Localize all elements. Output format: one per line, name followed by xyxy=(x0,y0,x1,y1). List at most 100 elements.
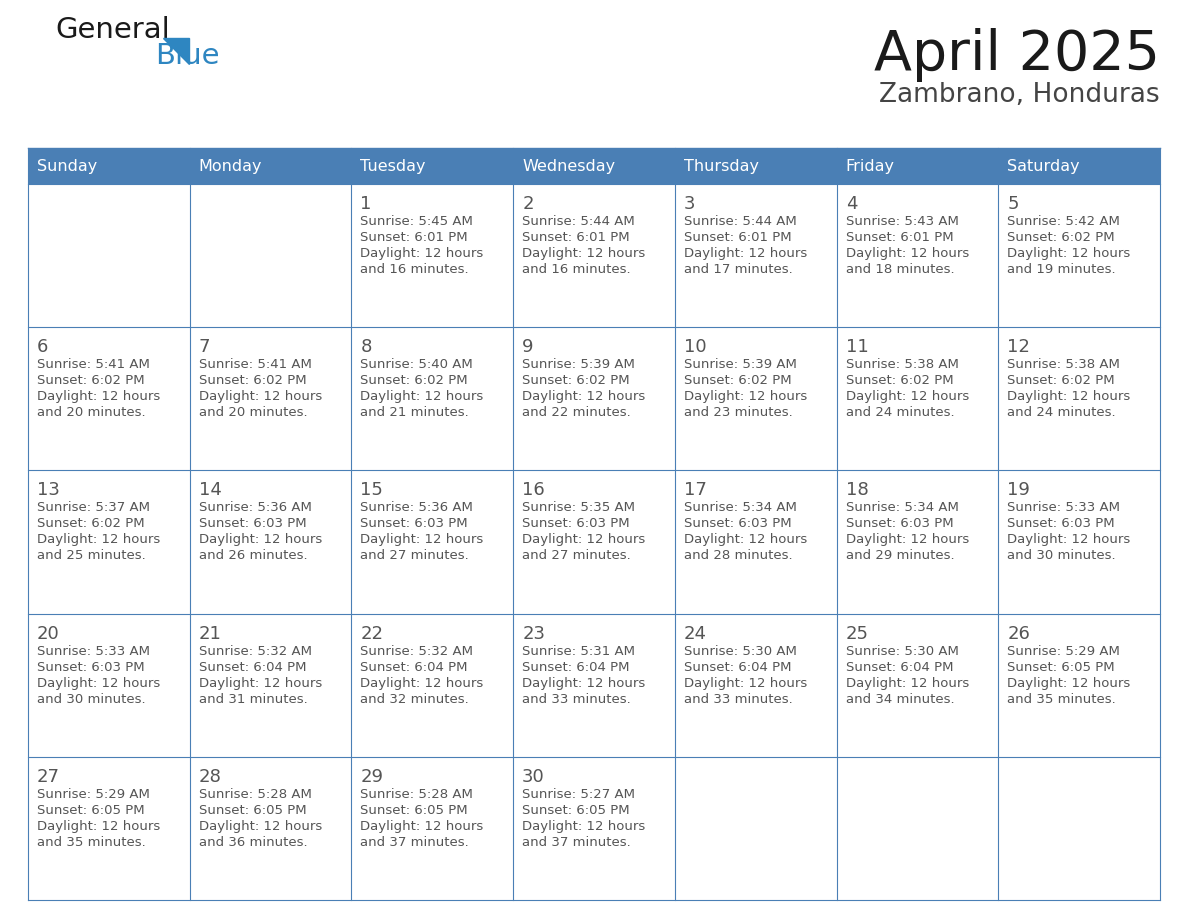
Text: and 20 minutes.: and 20 minutes. xyxy=(37,406,146,420)
Text: Daylight: 12 hours: Daylight: 12 hours xyxy=(37,677,160,689)
Text: Sunset: 6:02 PM: Sunset: 6:02 PM xyxy=(1007,375,1114,387)
Text: 9: 9 xyxy=(523,338,533,356)
Text: 2: 2 xyxy=(523,195,533,213)
Text: Sunset: 6:02 PM: Sunset: 6:02 PM xyxy=(1007,231,1114,244)
Text: Sunset: 6:05 PM: Sunset: 6:05 PM xyxy=(37,804,145,817)
Text: and 16 minutes.: and 16 minutes. xyxy=(523,263,631,276)
Text: Sunset: 6:02 PM: Sunset: 6:02 PM xyxy=(37,375,145,387)
Text: Sunrise: 5:38 AM: Sunrise: 5:38 AM xyxy=(1007,358,1120,371)
Text: 13: 13 xyxy=(37,481,59,499)
Text: 10: 10 xyxy=(684,338,707,356)
Text: and 33 minutes.: and 33 minutes. xyxy=(523,692,631,706)
Text: Sunrise: 5:36 AM: Sunrise: 5:36 AM xyxy=(198,501,311,514)
Text: Sunset: 6:02 PM: Sunset: 6:02 PM xyxy=(37,518,145,531)
Text: and 31 minutes.: and 31 minutes. xyxy=(198,692,308,706)
Text: Sunrise: 5:36 AM: Sunrise: 5:36 AM xyxy=(360,501,473,514)
Text: 19: 19 xyxy=(1007,481,1030,499)
Text: Sunset: 6:03 PM: Sunset: 6:03 PM xyxy=(684,518,791,531)
Text: Daylight: 12 hours: Daylight: 12 hours xyxy=(684,390,807,403)
Text: 17: 17 xyxy=(684,481,707,499)
Text: Wednesday: Wednesday xyxy=(523,159,615,174)
Text: Sunset: 6:05 PM: Sunset: 6:05 PM xyxy=(1007,661,1114,674)
Text: Daylight: 12 hours: Daylight: 12 hours xyxy=(523,820,645,833)
Text: 5: 5 xyxy=(1007,195,1019,213)
Text: 1: 1 xyxy=(360,195,372,213)
Text: 27: 27 xyxy=(37,767,61,786)
Text: Daylight: 12 hours: Daylight: 12 hours xyxy=(37,533,160,546)
Text: Sunset: 6:02 PM: Sunset: 6:02 PM xyxy=(360,375,468,387)
Text: Zambrano, Honduras: Zambrano, Honduras xyxy=(879,82,1159,108)
Text: Sunset: 6:01 PM: Sunset: 6:01 PM xyxy=(523,231,630,244)
Text: Sunrise: 5:31 AM: Sunrise: 5:31 AM xyxy=(523,644,636,657)
Text: Tuesday: Tuesday xyxy=(360,159,426,174)
Text: and 24 minutes.: and 24 minutes. xyxy=(846,406,954,420)
Text: Thursday: Thursday xyxy=(684,159,759,174)
Text: Sunset: 6:05 PM: Sunset: 6:05 PM xyxy=(360,804,468,817)
Text: 23: 23 xyxy=(523,624,545,643)
Text: Sunday: Sunday xyxy=(37,159,97,174)
Text: Daylight: 12 hours: Daylight: 12 hours xyxy=(198,390,322,403)
Text: Sunset: 6:02 PM: Sunset: 6:02 PM xyxy=(846,375,953,387)
Text: Sunrise: 5:39 AM: Sunrise: 5:39 AM xyxy=(684,358,797,371)
Text: and 30 minutes.: and 30 minutes. xyxy=(1007,549,1116,563)
Text: 11: 11 xyxy=(846,338,868,356)
Text: Daylight: 12 hours: Daylight: 12 hours xyxy=(198,820,322,833)
Text: Sunrise: 5:39 AM: Sunrise: 5:39 AM xyxy=(523,358,636,371)
Text: Sunrise: 5:28 AM: Sunrise: 5:28 AM xyxy=(360,788,473,800)
Text: 3: 3 xyxy=(684,195,695,213)
Text: Sunset: 6:02 PM: Sunset: 6:02 PM xyxy=(684,375,791,387)
Text: Sunset: 6:03 PM: Sunset: 6:03 PM xyxy=(1007,518,1114,531)
Bar xyxy=(29,148,190,184)
Text: Daylight: 12 hours: Daylight: 12 hours xyxy=(846,247,969,260)
Text: Sunset: 6:02 PM: Sunset: 6:02 PM xyxy=(198,375,307,387)
Text: Sunset: 6:03 PM: Sunset: 6:03 PM xyxy=(37,661,145,674)
Text: and 26 minutes.: and 26 minutes. xyxy=(198,549,308,563)
Text: Friday: Friday xyxy=(846,159,895,174)
Text: and 34 minutes.: and 34 minutes. xyxy=(846,692,954,706)
Text: and 24 minutes.: and 24 minutes. xyxy=(1007,406,1116,420)
Text: Sunset: 6:04 PM: Sunset: 6:04 PM xyxy=(684,661,791,674)
Text: Daylight: 12 hours: Daylight: 12 hours xyxy=(1007,247,1131,260)
Text: Sunrise: 5:38 AM: Sunrise: 5:38 AM xyxy=(846,358,959,371)
Text: and 22 minutes.: and 22 minutes. xyxy=(523,406,631,420)
Text: Daylight: 12 hours: Daylight: 12 hours xyxy=(523,677,645,689)
Text: 24: 24 xyxy=(684,624,707,643)
Text: Daylight: 12 hours: Daylight: 12 hours xyxy=(684,533,807,546)
Text: and 36 minutes.: and 36 minutes. xyxy=(198,835,308,849)
Text: Sunrise: 5:32 AM: Sunrise: 5:32 AM xyxy=(198,644,311,657)
Text: Sunrise: 5:45 AM: Sunrise: 5:45 AM xyxy=(360,215,473,228)
Text: Sunset: 6:03 PM: Sunset: 6:03 PM xyxy=(523,518,630,531)
Text: Daylight: 12 hours: Daylight: 12 hours xyxy=(360,820,484,833)
Text: Monday: Monday xyxy=(198,159,263,174)
Text: and 37 minutes.: and 37 minutes. xyxy=(360,835,469,849)
Bar xyxy=(998,148,1159,184)
Text: Sunset: 6:05 PM: Sunset: 6:05 PM xyxy=(523,804,630,817)
Text: Sunrise: 5:44 AM: Sunrise: 5:44 AM xyxy=(523,215,634,228)
Text: Sunrise: 5:35 AM: Sunrise: 5:35 AM xyxy=(523,501,636,514)
Text: Daylight: 12 hours: Daylight: 12 hours xyxy=(523,533,645,546)
Text: Daylight: 12 hours: Daylight: 12 hours xyxy=(198,677,322,689)
Text: and 25 minutes.: and 25 minutes. xyxy=(37,549,146,563)
Text: Sunset: 6:03 PM: Sunset: 6:03 PM xyxy=(846,518,953,531)
Text: Daylight: 12 hours: Daylight: 12 hours xyxy=(846,677,969,689)
Text: 15: 15 xyxy=(360,481,384,499)
Text: Daylight: 12 hours: Daylight: 12 hours xyxy=(846,533,969,546)
Text: Sunset: 6:01 PM: Sunset: 6:01 PM xyxy=(360,231,468,244)
Text: Daylight: 12 hours: Daylight: 12 hours xyxy=(360,533,484,546)
Text: and 28 minutes.: and 28 minutes. xyxy=(684,549,792,563)
Text: and 33 minutes.: and 33 minutes. xyxy=(684,692,792,706)
Bar xyxy=(352,148,513,184)
Polygon shape xyxy=(163,38,189,64)
Text: 30: 30 xyxy=(523,767,545,786)
Text: 28: 28 xyxy=(198,767,222,786)
Text: and 17 minutes.: and 17 minutes. xyxy=(684,263,792,276)
Text: Daylight: 12 hours: Daylight: 12 hours xyxy=(37,820,160,833)
Text: Sunrise: 5:29 AM: Sunrise: 5:29 AM xyxy=(1007,644,1120,657)
Text: Sunrise: 5:30 AM: Sunrise: 5:30 AM xyxy=(684,644,797,657)
Text: Sunset: 6:04 PM: Sunset: 6:04 PM xyxy=(523,661,630,674)
Text: Daylight: 12 hours: Daylight: 12 hours xyxy=(1007,677,1131,689)
Text: Sunrise: 5:34 AM: Sunrise: 5:34 AM xyxy=(684,501,797,514)
Text: Sunset: 6:03 PM: Sunset: 6:03 PM xyxy=(360,518,468,531)
Text: Sunrise: 5:34 AM: Sunrise: 5:34 AM xyxy=(846,501,959,514)
Text: Daylight: 12 hours: Daylight: 12 hours xyxy=(684,677,807,689)
